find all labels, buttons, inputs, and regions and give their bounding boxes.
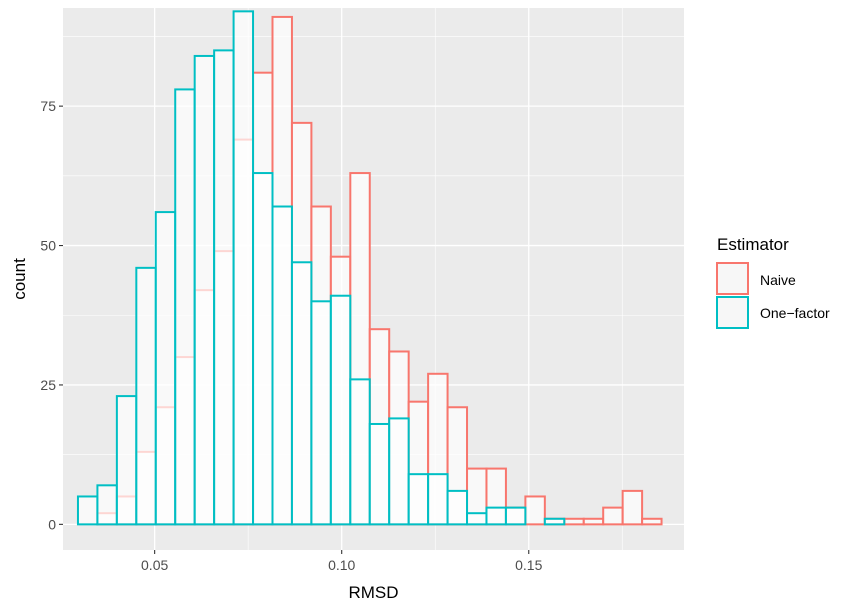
bar-one-factor: [213, 49, 235, 526]
bar-one-factor: [388, 417, 410, 526]
bar-one-factor: [76, 495, 99, 526]
y-tick-label: 25: [40, 377, 56, 393]
bar-one-factor: [232, 10, 255, 526]
legend-key-one-factor: [716, 296, 749, 329]
bar-one-factor: [368, 422, 391, 526]
bar-one-factor: [407, 473, 430, 526]
bars: [76, 10, 663, 526]
bar-one-factor: [466, 512, 488, 526]
y-axis-label: count: [10, 258, 29, 300]
bar-one-factor: [543, 517, 566, 526]
bar-one-factor: [446, 489, 469, 526]
y-tick-label: 75: [40, 98, 56, 114]
legend: Estimator Naive One−factor: [716, 235, 830, 329]
bar-one-factor: [427, 473, 449, 526]
y-tick-label: 0: [48, 516, 56, 532]
x-axis: 0.05 0.10 0.15: [141, 550, 543, 573]
x-tick-label: 0.10: [328, 557, 355, 573]
bar-one-factor: [485, 506, 507, 526]
bar-one-factor: [290, 261, 313, 526]
bar-one-factor: [154, 211, 177, 526]
bar-naive: [641, 517, 663, 526]
bar-one-factor: [310, 300, 332, 526]
bar-one-factor: [329, 294, 352, 526]
x-tick-label: 0.05: [141, 557, 168, 573]
legend-key-naive: [716, 262, 749, 295]
bar-one-factor: [193, 54, 216, 526]
bar-naive: [524, 495, 546, 526]
bar-naive: [602, 506, 624, 526]
series-one-factor: [76, 10, 566, 526]
bar-one-factor: [96, 484, 118, 526]
bar-one-factor: [252, 172, 274, 526]
legend-title: Estimator: [717, 235, 789, 254]
bar-one-factor: [174, 88, 196, 526]
bar-one-factor: [135, 266, 157, 526]
bar-one-factor: [349, 378, 371, 526]
bar-one-factor: [504, 506, 527, 526]
bar-one-factor: [115, 395, 138, 526]
bar-naive: [563, 517, 585, 526]
y-axis: 0 25 50 75: [40, 98, 63, 532]
x-axis-label: RMSD: [348, 583, 398, 602]
y-tick-label: 50: [40, 238, 56, 254]
legend-label-one-factor: One−factor: [760, 305, 830, 321]
bar-naive: [582, 517, 605, 526]
bar-one-factor: [271, 205, 293, 526]
x-tick-label: 0.15: [515, 557, 542, 573]
bar-naive: [621, 489, 644, 526]
legend-label-naive: Naive: [760, 272, 796, 288]
